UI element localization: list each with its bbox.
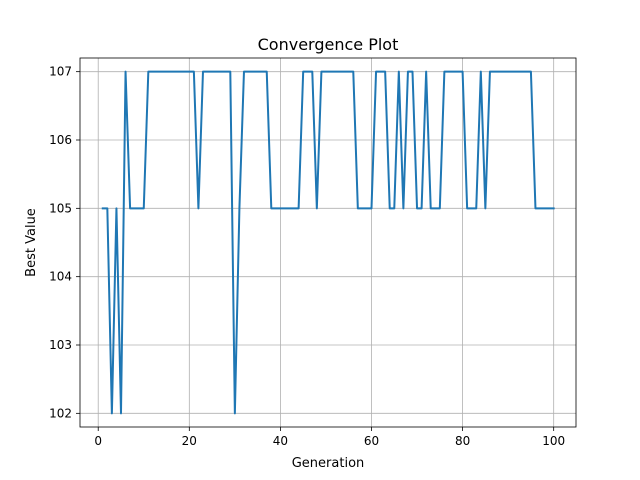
grid-lines: [80, 58, 576, 427]
x-tick-label: 80: [455, 434, 470, 448]
x-tick-label: 100: [542, 434, 565, 448]
tick-marks: [76, 71, 555, 431]
x-tick-label: 0: [94, 434, 102, 448]
chart-title: Convergence Plot: [258, 35, 399, 54]
x-axis-label: Generation: [292, 456, 365, 471]
series-layer: [101, 70, 555, 415]
y-tick-label: 104: [49, 270, 72, 284]
x-tick-label: 20: [182, 434, 197, 448]
x-tick-label: 60: [364, 434, 379, 448]
y-axis-label: Best Value: [24, 208, 39, 277]
y-tick-label: 105: [49, 201, 72, 215]
y-tick-label: 106: [49, 133, 72, 147]
y-tick-label: 107: [49, 65, 72, 79]
y-tick-label: 103: [49, 338, 72, 352]
x-tick-label: 40: [273, 434, 288, 448]
y-tick-label: 102: [49, 406, 72, 420]
axes-frame: [79, 57, 577, 428]
series-line: [101, 70, 555, 415]
